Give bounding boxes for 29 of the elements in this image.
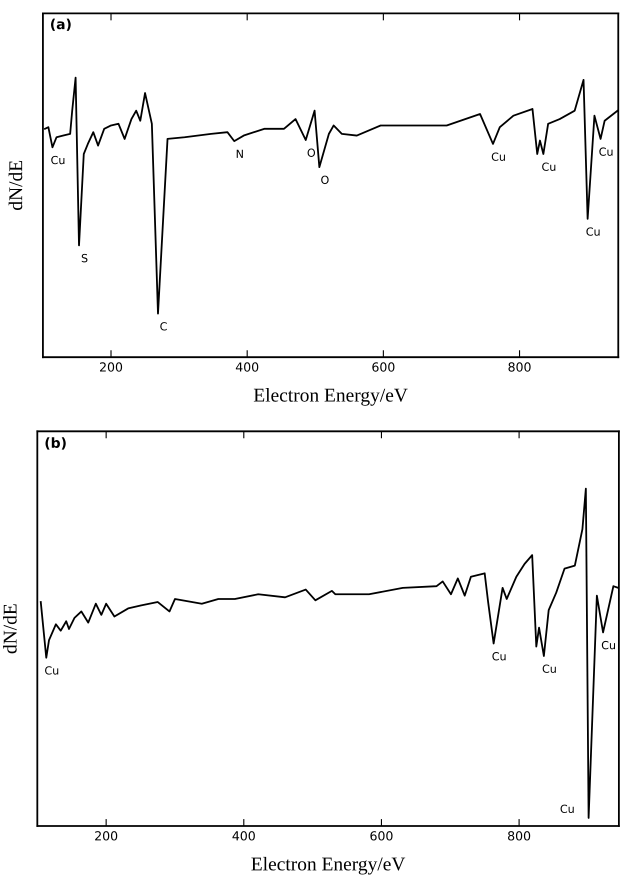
chart-title: (a) bbox=[51, 18, 71, 31]
x-tick-label: 200 bbox=[100, 362, 122, 372]
annotation: Cu bbox=[45, 666, 58, 675]
y-axis-title: dN/dE bbox=[3, 604, 17, 654]
annotation: Cu bbox=[542, 664, 556, 673]
annotation: Cu bbox=[492, 152, 505, 161]
annotation: Cu bbox=[599, 147, 613, 156]
annotation: Cu bbox=[51, 156, 64, 164]
annotation: Cu bbox=[586, 227, 600, 236]
annotation: S bbox=[82, 254, 88, 262]
x-tick-label: 600 bbox=[372, 362, 394, 372]
y-axis-title: dN/dE bbox=[8, 160, 22, 210]
x-tick-label: 200 bbox=[95, 831, 118, 841]
annotation: O bbox=[308, 148, 316, 157]
x-tick-label: 400 bbox=[236, 362, 258, 372]
x-axis-title: Electron Energy/eV bbox=[251, 856, 406, 875]
annotation: Cu bbox=[492, 652, 506, 660]
annotation: N bbox=[236, 150, 243, 158]
annotation: Cu bbox=[542, 162, 556, 171]
x-tick-label: 800 bbox=[508, 831, 530, 841]
x-tick-label: 800 bbox=[508, 362, 531, 372]
annotation: Cu bbox=[560, 804, 574, 813]
chart-title: (b) bbox=[45, 437, 66, 450]
x-axis-title: Electron Energy/eV bbox=[254, 388, 408, 406]
x-tick-label: 600 bbox=[370, 831, 393, 841]
annotation: Cu bbox=[602, 640, 616, 650]
annotation: C bbox=[160, 322, 167, 331]
annotation: O bbox=[321, 176, 329, 184]
x-tick-label: 400 bbox=[232, 831, 255, 841]
